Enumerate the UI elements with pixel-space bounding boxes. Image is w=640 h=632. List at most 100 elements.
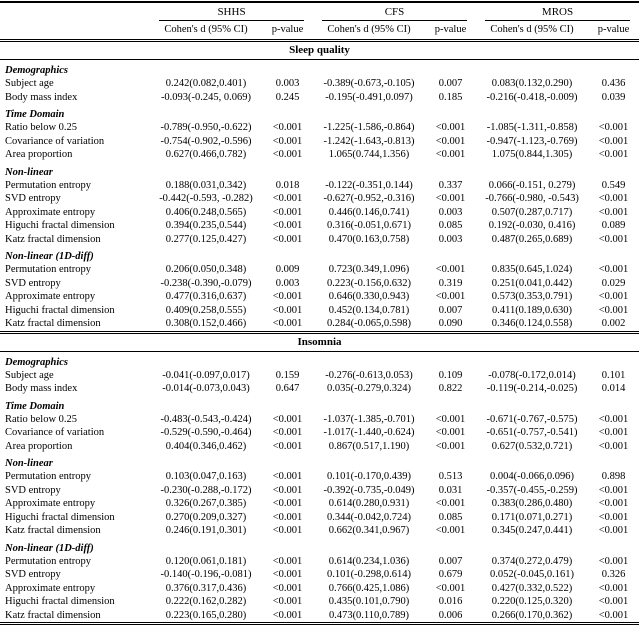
table-row: Approximate entropy 0.326(0.267,0.385) <0.… <box>0 497 639 511</box>
p-value-cell: 0.822 <box>438 383 463 394</box>
row-label: Subject age <box>5 369 54 381</box>
p-value-cell: <0.001 <box>435 413 466 425</box>
row-label: Katz fractal dimension <box>5 318 101 329</box>
p-value-cell: <0.001 <box>272 484 303 496</box>
table-row: Katz fractal dimension 0.246(0.191,0.301)… <box>0 524 639 538</box>
p-value-cell: 0.101 <box>601 369 626 381</box>
p-value-cell: <0.001 <box>272 609 303 621</box>
p-value-cell: 0.326 <box>601 569 626 580</box>
cohens-d-cell: 0.220(0.125,0.320) <box>491 596 573 607</box>
table-row: SVD entropy -0.238(-0.390,-0.079) 0.003 0.2… <box>0 277 639 291</box>
cohens-d-cell: 0.376(0.317,0.436) <box>165 582 247 594</box>
cohens-d-cell: 0.835(0.645,1.024) <box>491 264 573 275</box>
group-label: CFS <box>322 6 468 21</box>
cohens-d-cell: 0.573(0.353,0.791) <box>491 291 573 302</box>
p-value-cell: <0.001 <box>272 471 303 482</box>
cohens-d-cell: -1.037(-1.385,-0.701) <box>323 413 415 425</box>
p-value-cell: <0.001 <box>598 440 629 452</box>
p-value-cell: 0.003 <box>275 277 300 289</box>
row-label: Higuchi fractal dimension <box>5 220 115 231</box>
cohens-d-cell: 0.409(0.258,0.555) <box>165 304 247 316</box>
header-spacer <box>0 2 150 21</box>
p-value-cell: <0.001 <box>598 525 629 536</box>
p-value-cell: <0.001 <box>598 206 629 218</box>
cohens-d-cell: -0.119(-0.214,-0.025) <box>486 383 578 394</box>
cohens-d-cell: 0.270(0.209,0.327) <box>165 511 247 523</box>
col-header-cohens-d: Cohen's d (95% CI) <box>150 21 262 42</box>
subsection-title: Demographics <box>5 65 68 76</box>
col-header-p-value: p-value <box>425 21 477 42</box>
p-value-cell: <0.001 <box>272 149 303 160</box>
row-label: Permutation entropy <box>5 264 92 275</box>
p-value-cell: <0.001 <box>272 220 303 231</box>
group-header-cfs: CFS <box>313 2 476 21</box>
row-label: Area proportion <box>5 440 73 452</box>
section-title-row: Sleep quality <box>0 39 640 60</box>
cohens-d-cell: 0.066(-0.151, 0.279) <box>488 179 576 191</box>
p-value-cell: <0.001 <box>272 498 303 509</box>
row-label: SVD entropy <box>5 484 61 496</box>
row-label: Subject age <box>5 78 54 89</box>
p-value-cell: 0.090 <box>438 318 463 329</box>
p-value-cell: 0.006 <box>438 609 463 621</box>
cohens-d-cell: 0.101(-0.170,0.439) <box>327 471 411 482</box>
cohens-d-cell: 0.470(0.163,0.758) <box>328 233 410 245</box>
cohens-d-cell: 0.222(0.162,0.282) <box>165 596 247 607</box>
p-value-cell: 0.003 <box>275 78 300 89</box>
cohens-d-cell: 1.075(0.844,1.305) <box>491 149 573 160</box>
cohens-d-cell: -0.529(-0.590,-0.464) <box>160 427 252 438</box>
p-value-cell: <0.001 <box>435 427 466 438</box>
cohens-d-cell: 0.404(0.346,0.462) <box>165 440 247 452</box>
row-label: Permutation entropy <box>5 179 92 191</box>
row-label: Covariance of variation <box>5 135 105 147</box>
cohens-d-cell: 0.627(0.532,0.721) <box>491 440 573 452</box>
p-value-cell: 0.109 <box>438 369 463 381</box>
p-value-cell: <0.001 <box>598 555 629 567</box>
p-value-cell: <0.001 <box>435 582 466 594</box>
p-value-cell: <0.001 <box>598 427 629 438</box>
cohens-d-cell: -0.483(-0.543,-0.424) <box>160 413 252 425</box>
cohens-d-cell: 0.766(0.425,1.086) <box>328 582 410 594</box>
cohens-d-cell: 0.223(-0.156,0.632) <box>327 277 411 289</box>
row-label: Approximate entropy <box>5 582 96 594</box>
cohens-d-cell: 1.065(0.744,1.356) <box>328 149 410 160</box>
p-value-cell: <0.001 <box>272 193 303 204</box>
row-label: Approximate entropy <box>5 206 96 218</box>
table-row: SVD entropy -0.442(-0.593, -0.282) <0.001 -… <box>0 192 639 206</box>
table-row: Ratio below 0.25 -0.483(-0.543,-0.424) <0.… <box>0 413 639 427</box>
subheader-row: Cohen's d (95% CI) p-value Cohen's d (95… <box>0 21 640 42</box>
cohens-d-cell: 0.266(0.170,0.362) <box>491 609 573 621</box>
group-label: SHHS <box>159 6 304 21</box>
row-label: SVD entropy <box>5 193 61 204</box>
cohens-d-cell: 0.435(0.101,0.790) <box>328 596 410 607</box>
subsection-title: Non-linear <box>5 166 53 178</box>
p-value-cell: <0.001 <box>435 440 466 452</box>
cohens-d-cell: 0.477(0.316,0.637) <box>165 291 247 302</box>
cohens-d-cell: 0.383(0.286,0.480) <box>491 498 573 509</box>
cohens-d-cell: -0.947(-1.123,-0.769) <box>486 135 578 147</box>
p-value-cell: <0.001 <box>272 511 303 523</box>
cohens-d-cell: -0.766(-0.980, -0.543) <box>485 193 579 204</box>
row-label: Approximate entropy <box>5 498 96 509</box>
row-label: Higuchi fractal dimension <box>5 304 115 316</box>
cohens-d-cell: 0.345(0.247,0.441) <box>491 525 573 536</box>
cohens-d-cell: 0.192(-0.030, 0.416) <box>488 220 576 231</box>
subsection-title: Time Domain <box>5 109 65 120</box>
table-row: Approximate entropy 0.406(0.248,0.565) <0.… <box>0 206 639 220</box>
p-value-cell: <0.001 <box>272 206 303 218</box>
cohens-d-cell: 0.103(0.047,0.163) <box>165 471 247 482</box>
p-value-cell: 0.549 <box>601 179 626 191</box>
p-value-cell: 0.007 <box>438 78 463 89</box>
cohens-d-cell: -0.041(-0.097,0.017) <box>162 369 250 381</box>
subsection-header-row: Time Domain <box>0 104 639 121</box>
p-value-cell: 0.513 <box>438 471 463 482</box>
p-value-cell: 0.016 <box>438 596 463 607</box>
table-row: Katz fractal dimension 0.277(0.125,0.427)… <box>0 233 639 247</box>
table-body: Sleep quality Demographics Subject age 0.24… <box>0 39 640 624</box>
cohens-d-cell: -0.195(-0.491,0.097) <box>325 91 413 103</box>
p-value-cell: 0.337 <box>438 179 463 191</box>
cohens-d-cell: -0.230(-0.288,-0.172) <box>160 484 252 496</box>
p-value-cell: 0.647 <box>275 383 300 394</box>
cohens-d-cell: 0.171(0.071,0.271) <box>491 511 573 523</box>
cohens-d-cell: -0.238(-0.390,-0.079) <box>160 277 252 289</box>
